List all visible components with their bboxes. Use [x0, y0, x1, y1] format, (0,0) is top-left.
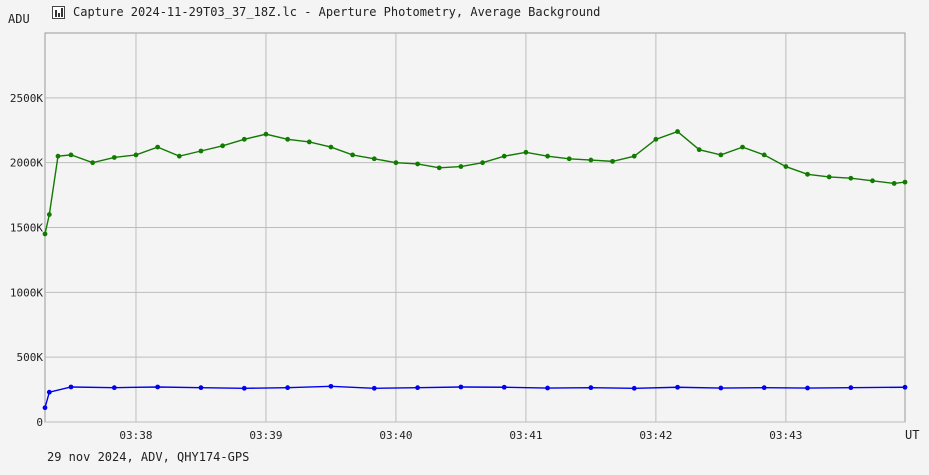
data-point — [566, 156, 572, 162]
data-point — [436, 165, 442, 171]
y-tick-label: 1000K — [10, 286, 43, 299]
data-point — [46, 212, 52, 217]
data-point — [133, 152, 139, 158]
series-line-target — [44, 385, 906, 408]
data-point — [718, 152, 724, 158]
light-curve-icon — [52, 5, 65, 19]
data-point — [68, 152, 74, 158]
data-point — [783, 164, 789, 169]
title-bar: Capture 2024-11-29T03_37_18Z.lc - Apertu… — [52, 3, 600, 21]
data-point — [46, 389, 52, 395]
data-point — [631, 385, 637, 391]
data-point — [902, 179, 908, 185]
data-point — [350, 152, 356, 158]
data-point — [761, 385, 767, 391]
data-point — [805, 385, 810, 391]
y-tick-label: 1500K — [10, 222, 43, 235]
data-point — [111, 385, 117, 391]
data-point — [198, 385, 204, 391]
data-point — [263, 131, 269, 137]
data-point — [740, 144, 745, 150]
data-point — [285, 136, 291, 142]
data-point — [545, 385, 550, 391]
data-point — [393, 160, 399, 166]
data-point — [285, 385, 291, 391]
data-point — [415, 161, 420, 167]
x-axis-unit: UT — [905, 428, 920, 442]
data-point — [328, 383, 334, 389]
data-point — [328, 144, 334, 150]
y-axis-label: ADU — [8, 12, 30, 26]
data-point — [55, 153, 61, 159]
y-tick-label: 0 — [36, 416, 43, 429]
data-point — [111, 155, 117, 160]
y-tick-label: 2000K — [10, 157, 43, 170]
y-tick-label: 500K — [17, 351, 44, 364]
y-tick-label: 2500K — [10, 92, 43, 105]
data-point — [826, 174, 832, 180]
data-point — [696, 147, 702, 153]
data-point — [718, 385, 724, 391]
data-point — [891, 181, 897, 186]
x-tick-label: 03:43 — [769, 429, 802, 442]
data-point — [653, 136, 659, 142]
data-point — [68, 384, 74, 390]
data-point — [155, 144, 161, 150]
data-point — [675, 129, 680, 134]
data-point — [306, 139, 312, 145]
data-point — [371, 156, 377, 162]
x-tick-label: 03:41 — [509, 429, 542, 442]
data-point — [241, 385, 247, 391]
window-title: Capture 2024-11-29T03_37_18Z.lc - Apertu… — [73, 5, 601, 19]
data-point — [501, 384, 507, 390]
data-point — [761, 152, 767, 158]
data-point — [415, 385, 420, 391]
data-point — [42, 405, 48, 411]
data-point — [588, 157, 594, 163]
data-point — [870, 178, 875, 184]
data-point — [371, 385, 377, 391]
data-point — [480, 160, 485, 166]
data-point — [545, 153, 550, 159]
data-point — [458, 164, 464, 169]
data-point — [198, 148, 204, 154]
data-point — [631, 153, 637, 159]
data-point — [458, 384, 464, 390]
x-tick-label: 03:40 — [379, 429, 412, 442]
x-tick-label: 03:42 — [639, 429, 672, 442]
footer-info: 29 nov 2024, ADV, QHY174-GPS — [47, 450, 250, 464]
data-point — [675, 384, 680, 390]
data-point — [42, 231, 48, 237]
data-point — [523, 149, 529, 155]
data-point — [848, 175, 854, 181]
data-point — [155, 384, 161, 390]
data-point — [176, 153, 182, 159]
x-tick-label: 03:39 — [249, 429, 282, 442]
data-point — [241, 136, 247, 142]
data-point — [610, 158, 615, 164]
data-point — [501, 153, 507, 159]
data-point — [848, 385, 854, 391]
data-point — [588, 385, 594, 391]
data-point — [805, 171, 810, 177]
x-tick-label: 03:38 — [119, 429, 152, 442]
data-point — [220, 143, 226, 149]
data-point — [902, 384, 908, 390]
data-point — [90, 160, 96, 166]
